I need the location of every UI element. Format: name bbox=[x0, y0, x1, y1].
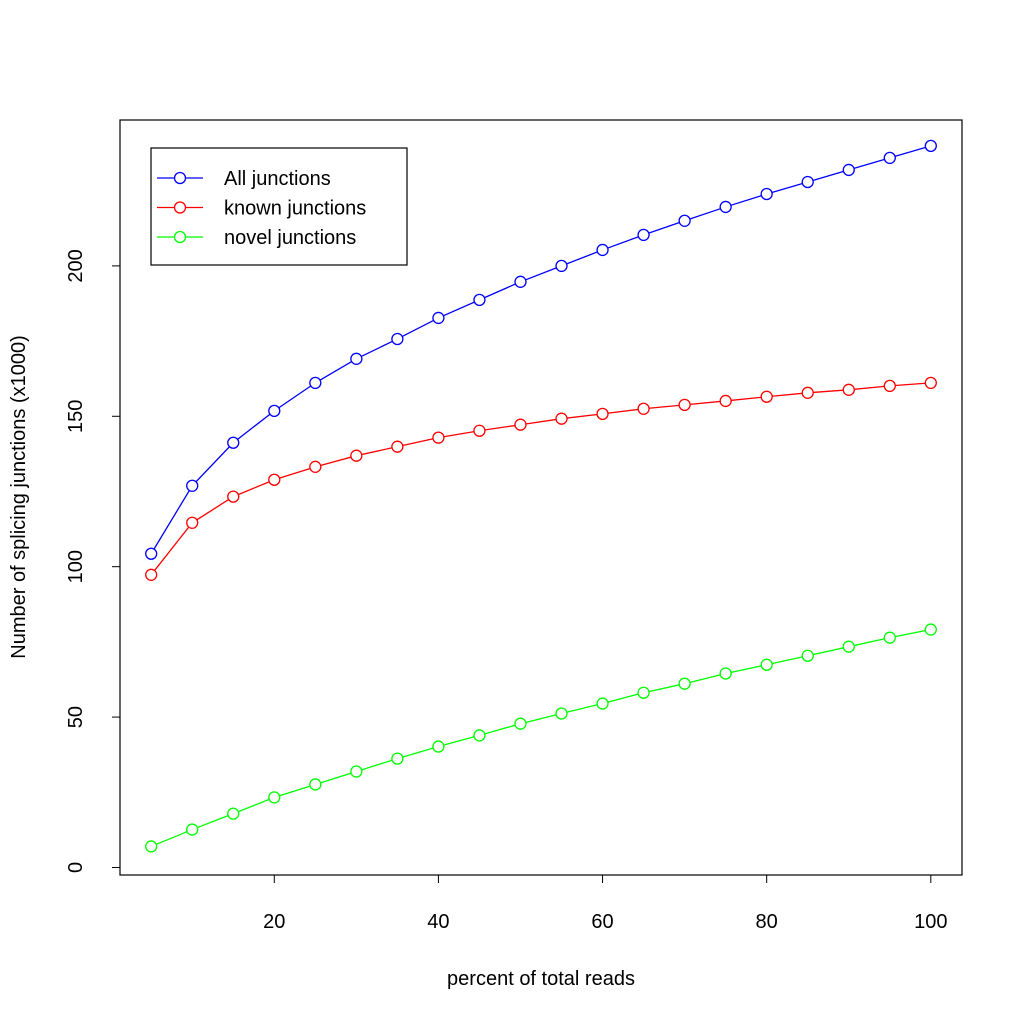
data-point bbox=[801, 386, 814, 399]
data-point bbox=[555, 412, 568, 425]
data-point bbox=[760, 187, 773, 201]
data-point bbox=[268, 404, 281, 418]
data-point bbox=[924, 139, 937, 153]
data-point bbox=[760, 390, 773, 403]
data-point bbox=[432, 740, 445, 753]
data-point bbox=[350, 765, 363, 778]
legend-label: known junctions bbox=[224, 198, 366, 220]
data-point bbox=[268, 791, 281, 804]
data-point bbox=[637, 686, 650, 699]
data-point bbox=[596, 407, 609, 421]
data-point bbox=[760, 658, 773, 671]
data-point bbox=[637, 228, 650, 242]
data-point bbox=[145, 840, 158, 853]
x-tick-label: 40 bbox=[427, 911, 449, 933]
data-point bbox=[801, 175, 814, 189]
legend-label: All junctions bbox=[224, 168, 331, 190]
data-point bbox=[514, 275, 527, 288]
series-line bbox=[150, 382, 931, 576]
y-axis-title: Number of splicing junctions (x1000) bbox=[8, 335, 30, 659]
data-point bbox=[678, 398, 691, 412]
legend-label: novel junctions bbox=[224, 227, 356, 249]
data-point bbox=[309, 376, 322, 390]
data-point bbox=[555, 707, 568, 720]
data-point bbox=[432, 311, 445, 325]
data-point bbox=[842, 640, 855, 653]
x-tick-label: 80 bbox=[756, 911, 778, 933]
x-tick-label: 100 bbox=[914, 911, 947, 933]
data-point bbox=[473, 293, 486, 307]
data-point bbox=[186, 479, 199, 492]
legend-marker bbox=[173, 171, 187, 185]
data-point bbox=[473, 424, 486, 437]
data-point bbox=[678, 677, 691, 690]
data-point bbox=[555, 259, 568, 273]
data-point bbox=[924, 376, 937, 390]
data-point bbox=[186, 823, 199, 836]
legend-marker bbox=[173, 230, 187, 244]
legend-marker bbox=[173, 201, 187, 214]
data-point bbox=[719, 667, 732, 680]
data-point bbox=[391, 440, 404, 453]
data-point bbox=[391, 332, 404, 346]
data-point bbox=[801, 649, 814, 662]
x-tick-label: 20 bbox=[263, 911, 285, 933]
series-line bbox=[150, 628, 931, 848]
data-point bbox=[227, 436, 240, 449]
data-point bbox=[883, 379, 896, 393]
y-tick-label: 0 bbox=[65, 862, 87, 873]
data-point bbox=[432, 431, 445, 444]
data-point bbox=[514, 418, 527, 431]
data-point bbox=[227, 490, 240, 503]
data-point bbox=[924, 623, 937, 636]
data-point bbox=[842, 163, 855, 177]
data-point bbox=[678, 214, 691, 227]
series-line bbox=[150, 145, 931, 555]
data-point bbox=[596, 697, 609, 710]
data-point bbox=[473, 729, 486, 742]
data-point bbox=[186, 516, 199, 529]
data-point bbox=[350, 352, 363, 365]
data-point bbox=[309, 460, 322, 473]
data-point bbox=[842, 383, 855, 396]
data-point bbox=[350, 449, 363, 462]
data-point bbox=[883, 151, 896, 165]
y-tick-label: 200 bbox=[65, 249, 87, 282]
data-point bbox=[719, 394, 732, 408]
data-point bbox=[596, 243, 609, 257]
data-point bbox=[145, 547, 158, 560]
legend-box bbox=[150, 147, 408, 266]
data-point bbox=[719, 200, 732, 214]
data-point bbox=[637, 402, 650, 415]
data-point bbox=[145, 568, 158, 581]
data-point bbox=[309, 778, 322, 791]
data-point bbox=[227, 807, 240, 820]
data-point bbox=[391, 752, 404, 765]
y-tick-label: 150 bbox=[65, 400, 87, 433]
y-tick-label: 50 bbox=[65, 706, 87, 728]
x-axis-title: percent of total reads bbox=[447, 968, 635, 990]
x-tick-label: 60 bbox=[591, 911, 613, 933]
data-point bbox=[883, 631, 896, 644]
data-point bbox=[268, 473, 281, 486]
data-point bbox=[514, 717, 527, 730]
y-tick-label: 100 bbox=[65, 550, 87, 583]
